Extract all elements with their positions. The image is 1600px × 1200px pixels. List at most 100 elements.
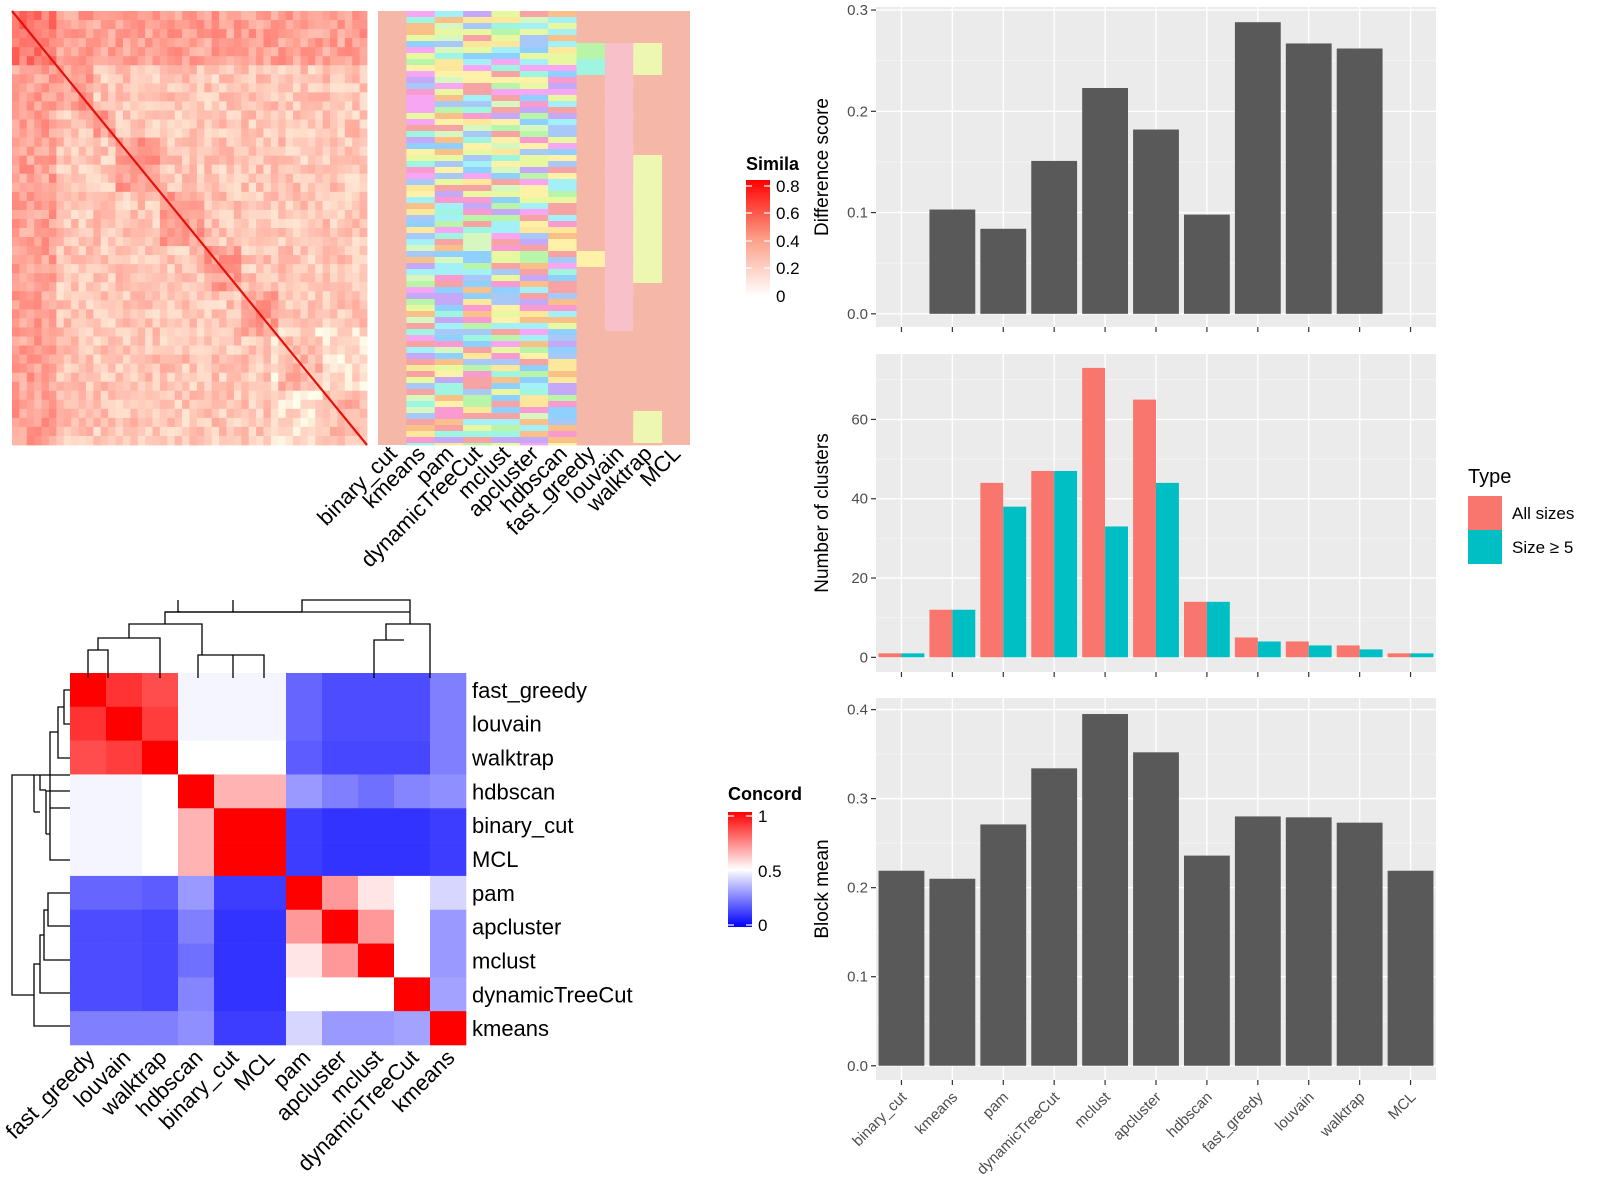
- similarity-cell: [85, 417, 94, 428]
- similarity-cell: [219, 435, 227, 446]
- similarity-cell: [293, 11, 301, 21]
- similarity-cell: [337, 29, 346, 39]
- similarity-cell: [63, 11, 72, 21]
- similarity-cell: [307, 119, 316, 129]
- assignment-cell: [548, 257, 577, 264]
- assignment-cell: [406, 53, 436, 60]
- similarity-cell: [307, 228, 316, 238]
- similarity-cell: [174, 74, 183, 84]
- similarity-cell: [174, 83, 183, 93]
- similarity-cell: [300, 390, 309, 401]
- similarity-cell: [19, 228, 28, 238]
- similarity-cell: [330, 218, 338, 229]
- similarity-cell: [26, 282, 35, 292]
- similarity-cell: [34, 372, 42, 383]
- similarity-cell: [219, 191, 227, 202]
- assignment-cell: [406, 101, 436, 108]
- similarity-cell: [85, 318, 94, 328]
- concordance-cell: [214, 706, 251, 741]
- similarity-cell: [63, 128, 72, 138]
- similarity-cell: [19, 246, 28, 256]
- similarity-cell: [108, 38, 116, 48]
- similarity-cell: [315, 264, 324, 274]
- similarity-cell: [307, 38, 316, 48]
- similarity-cell: [26, 20, 35, 30]
- assignment-cell: [463, 347, 492, 354]
- similarity-cell: [196, 173, 205, 184]
- similarity-cell: [337, 282, 346, 292]
- similarity-cell: [174, 191, 183, 202]
- concordance-cell: [394, 706, 431, 741]
- assignment-cell: [519, 221, 549, 228]
- similarity-cell: [41, 255, 50, 265]
- similarity-cell: [189, 372, 198, 383]
- similarity-cell: [26, 47, 35, 57]
- similarity-cell: [359, 11, 368, 21]
- similarity-cell: [330, 300, 338, 310]
- similarity-cell: [48, 74, 57, 84]
- similarity-cell: [293, 426, 301, 437]
- similarity-cell: [12, 119, 20, 129]
- similarity-cell: [285, 327, 294, 337]
- concordance-cell: [322, 774, 359, 809]
- assignment-cell: [548, 11, 577, 18]
- similarity-cell: [226, 146, 235, 157]
- similarity-cell: [12, 408, 20, 419]
- similarity-cell: [330, 336, 338, 346]
- assignment-cell: [519, 239, 549, 246]
- similarity-cell: [93, 273, 102, 283]
- assignment-cell: [548, 35, 577, 42]
- similarity-cell: [233, 381, 242, 392]
- similarity-cell: [93, 218, 102, 229]
- similarity-cell: [167, 137, 176, 148]
- assignment-cell: [463, 107, 492, 114]
- similarity-cell: [26, 228, 35, 238]
- similarity-cell: [115, 363, 124, 374]
- assignment-cell: [548, 293, 577, 300]
- similarity-cell: [85, 228, 94, 238]
- similarity-cell: [315, 426, 324, 437]
- similarity-cell: [270, 146, 279, 157]
- similarity-cell: [278, 191, 287, 202]
- similarity-cell: [182, 417, 190, 428]
- similarity-cell: [196, 381, 205, 392]
- similarity-cell: [93, 237, 102, 247]
- bar: [1082, 367, 1106, 658]
- similarity-cell: [145, 83, 153, 93]
- similarity-cell: [278, 426, 287, 437]
- similarity-cell: [108, 110, 116, 120]
- similarity-cell: [19, 291, 28, 301]
- assignment-cell: [406, 167, 436, 174]
- similarity-cell: [322, 182, 331, 193]
- similarity-cell: [315, 164, 324, 175]
- similarity-cell: [48, 92, 57, 102]
- similarity-cell: [130, 146, 139, 157]
- similarity-cell: [196, 390, 205, 401]
- similarity-cell: [204, 390, 213, 401]
- similarity-cell: [63, 29, 72, 39]
- similarity-cell: [182, 237, 190, 247]
- similarity-legend-tick-label: 0.2: [776, 259, 800, 278]
- similarity-cell: [137, 38, 146, 48]
- concordance-legend-tick-label: 0: [758, 916, 767, 935]
- similarity-cell: [19, 381, 28, 392]
- similarity-cell: [100, 155, 109, 166]
- similarity-cell: [182, 101, 190, 111]
- assignment-cell: [519, 209, 549, 216]
- similarity-cell: [241, 209, 250, 220]
- similarity-diagonal: [11, 10, 368, 446]
- assignment-cell: [548, 77, 577, 84]
- assignment-cell: [491, 233, 521, 240]
- similarity-cell: [159, 246, 168, 256]
- concordance-cell: [178, 909, 215, 944]
- similarity-cell: [137, 390, 146, 401]
- bar: [1133, 129, 1179, 314]
- similarity-cell: [189, 255, 198, 265]
- similarity-cell: [315, 65, 324, 75]
- assignment-cell: [491, 191, 521, 198]
- similarity-cell: [189, 155, 198, 166]
- similarity-cell: [167, 381, 176, 392]
- similarity-cell: [34, 83, 42, 93]
- similarity-cell: [78, 38, 87, 48]
- similarity-cell: [41, 200, 50, 211]
